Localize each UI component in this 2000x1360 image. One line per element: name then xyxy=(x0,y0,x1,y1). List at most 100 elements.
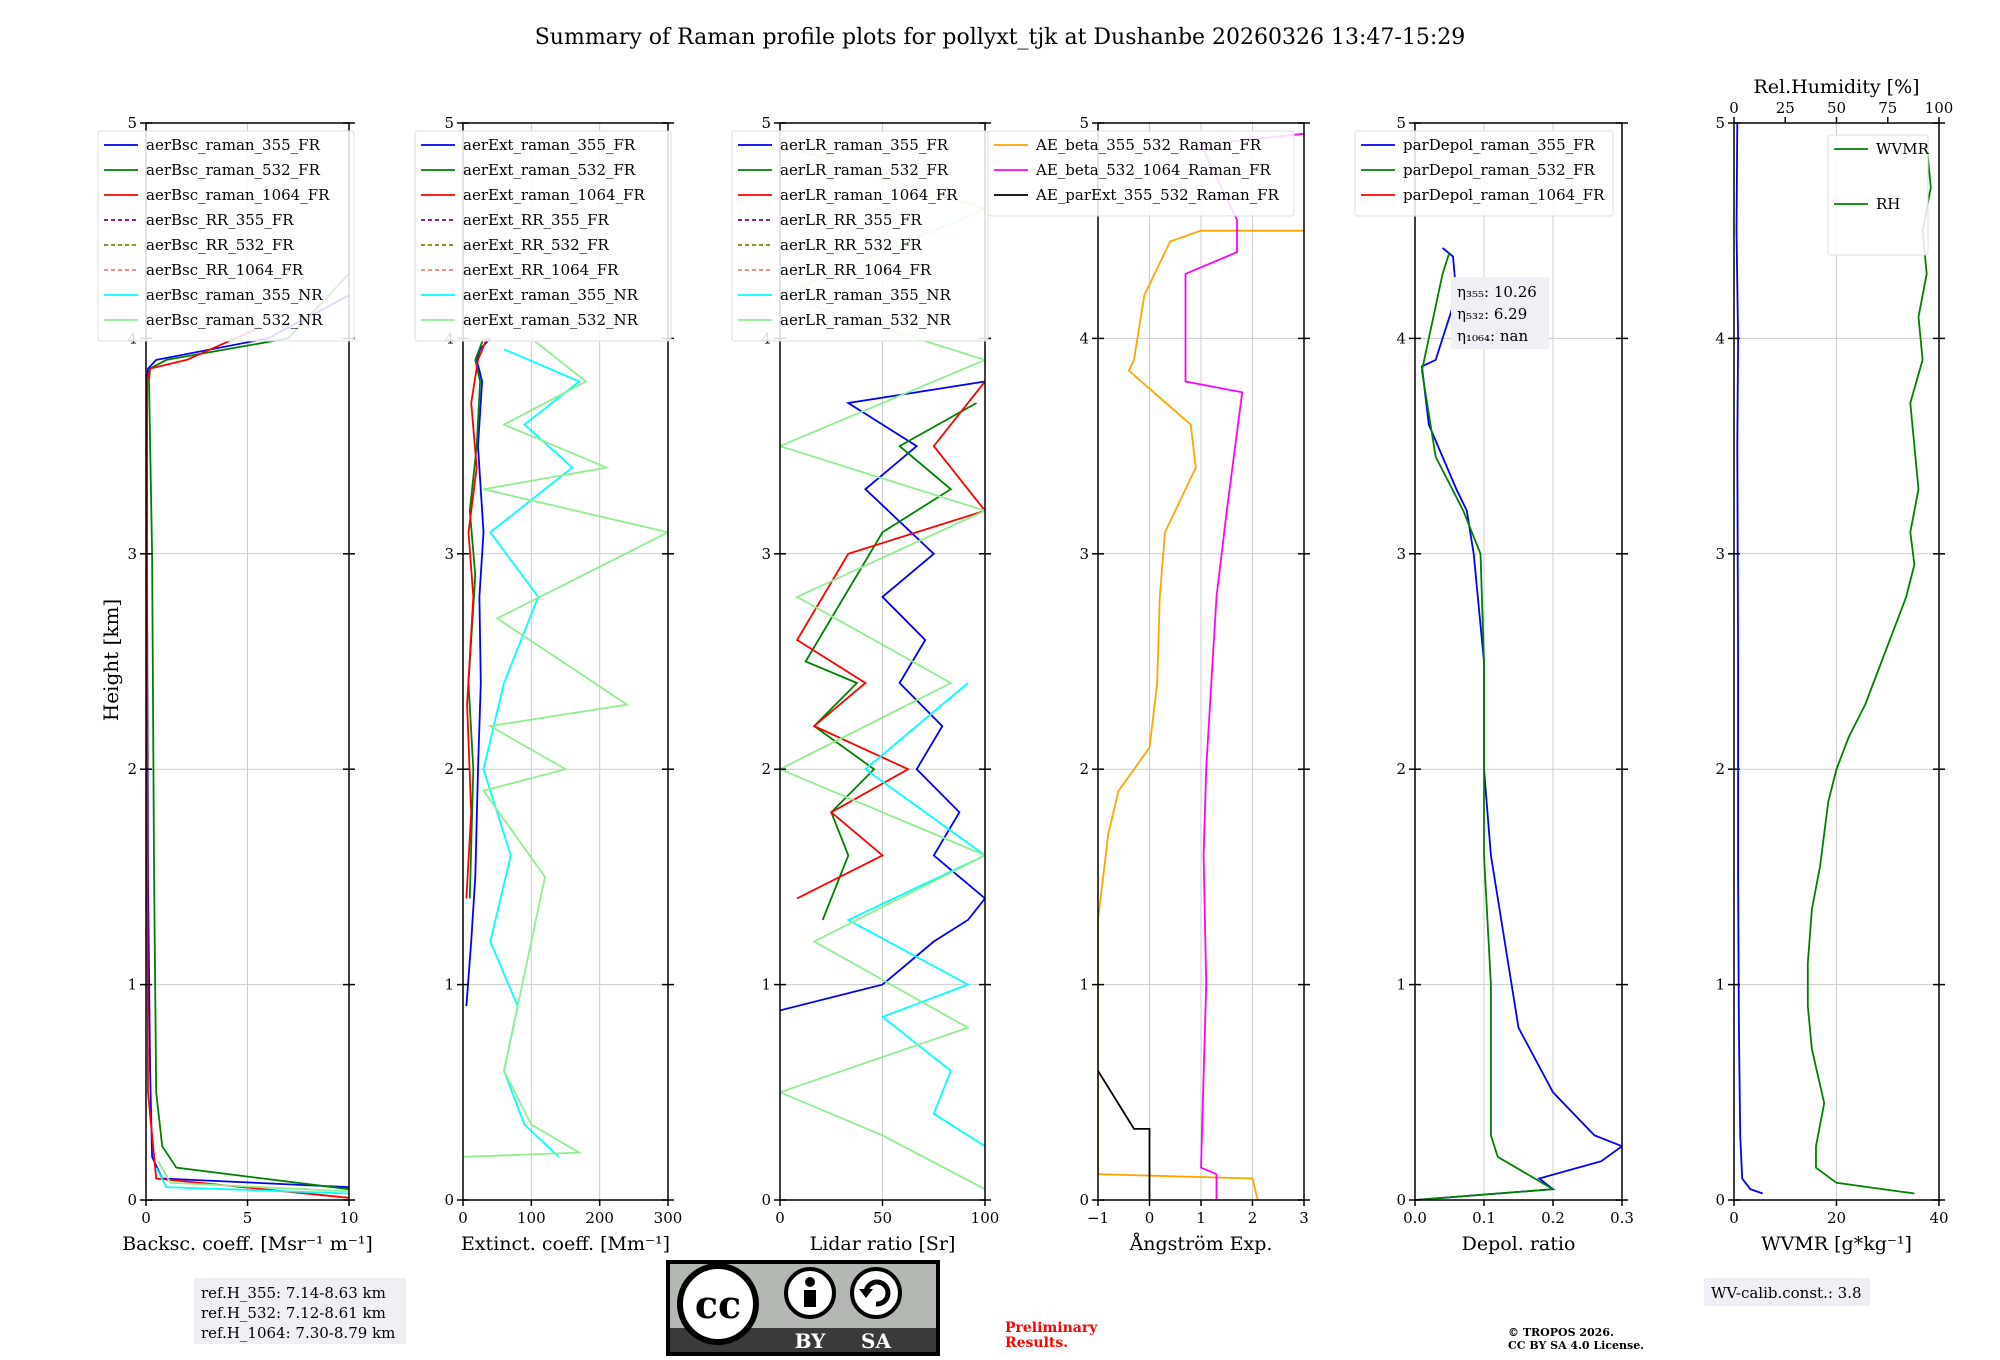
x-tick-label: −1 xyxy=(1087,1209,1109,1227)
top-x-tick-label: 75 xyxy=(1878,99,1897,117)
y-tick-label: 4 xyxy=(1079,329,1089,347)
y-tick-label: 2 xyxy=(127,760,137,778)
legend-entry: aerLR_raman_355_FR xyxy=(780,136,949,154)
series-aerBsc_raman_532_NR xyxy=(157,1160,349,1193)
x-tick-label: 2 xyxy=(1248,1209,1258,1227)
top-x-tick-label: 100 xyxy=(1925,99,1954,117)
ref-height-1064: ref.H_1064: 7.30-8.79 km xyxy=(201,1324,395,1342)
share-alike-icon-arrow xyxy=(863,1279,891,1307)
legend-entry: RH xyxy=(1876,195,1900,213)
series-parDepol_raman_532_FR xyxy=(1415,251,1556,1200)
y-tick-label: 0 xyxy=(1396,1191,1406,1209)
y-tick-label: 5 xyxy=(1396,114,1406,132)
x-tick-label: 100 xyxy=(971,1209,1000,1227)
x-tick-label: 0 xyxy=(141,1209,151,1227)
y-tick-label: 2 xyxy=(1715,760,1725,778)
y-tick-label: 1 xyxy=(1396,976,1406,994)
wv-calib-box-background xyxy=(1704,1278,1870,1306)
legend-entry: AE_beta_532_1064_Raman_FR xyxy=(1035,161,1271,179)
y-tick-label: 3 xyxy=(444,545,454,563)
x-axis-label: Depol. ratio xyxy=(1462,1233,1576,1255)
y-tick-label: 2 xyxy=(444,760,454,778)
legend-entry: aerLR_raman_1064_FR xyxy=(780,186,958,204)
ref-height-532: ref.H_532: 7.12-8.61 km xyxy=(201,1304,386,1322)
cc-logo-icon xyxy=(677,1263,759,1345)
series-parDepol_raman_355_FR xyxy=(1415,247,1622,1200)
preliminary-results-line1: Preliminary xyxy=(1005,1320,1098,1336)
x-axis-label: Ångström Exp. xyxy=(1129,1233,1273,1255)
x-axis-label: Backsc. coeff. [Msr⁻¹ m⁻¹] xyxy=(122,1233,373,1255)
x-tick-label: 0 xyxy=(1729,1209,1739,1227)
top-x-tick-label: 0 xyxy=(1729,99,1739,117)
legend-entry: parDepol_raman_355_FR xyxy=(1403,136,1596,154)
legend-entry: aerExt_raman_355_FR xyxy=(463,136,636,154)
series-aerLR_raman_355_FR xyxy=(780,380,985,1012)
legend-entry: aerBsc_raman_532_FR xyxy=(146,161,321,179)
y-tick-label: 3 xyxy=(761,545,771,563)
legend-entry: aerExt_raman_532_NR xyxy=(463,311,639,329)
eta-annotation: η₁₀₆₄: nan xyxy=(1457,327,1528,345)
series-group xyxy=(780,143,985,1190)
legend-entry: aerExt_raman_355_NR xyxy=(463,286,639,304)
x-tick-label: 200 xyxy=(585,1209,614,1227)
legend-box xyxy=(1827,134,1929,256)
series-aerExt_raman_532_NR xyxy=(463,337,668,1158)
ref-height-355: ref.H_355: 7.14-8.63 km xyxy=(201,1284,386,1302)
legend-box xyxy=(1354,130,1614,217)
ref-height-box: ref.H_355: 7.14-8.63 km ref.H_532: 7.12-… xyxy=(194,1278,406,1344)
x-tick-label: 0 xyxy=(1145,1209,1155,1227)
top-x-tick-label: 25 xyxy=(1776,99,1795,117)
x-tick-label: 10 xyxy=(339,1209,358,1227)
eta-annotation-box xyxy=(1451,277,1549,349)
x-tick-label: 3 xyxy=(1299,1209,1309,1227)
y-tick-label: 5 xyxy=(1715,114,1725,132)
panel-5: 0 1 2 3 4 5 0.0 0.1 0.2 0.3 Depol. ratio parDepol_r… xyxy=(1354,114,1634,1255)
x-axis-label: Extinct. coeff. [Mm⁻¹] xyxy=(461,1233,670,1255)
ref-height-box-background xyxy=(194,1278,406,1344)
eta-annotation: η₃₅₅: 10.26 xyxy=(1457,283,1537,301)
legend-entry: aerExt_raman_532_FR xyxy=(463,161,636,179)
attribution-icon-head xyxy=(805,1277,815,1287)
preliminary-results-line2: Results. xyxy=(1005,1335,1068,1351)
legend-entry: aerBsc_raman_532_NR xyxy=(146,311,323,329)
x-tick-label: 100 xyxy=(517,1209,546,1227)
sa-label: SA xyxy=(861,1329,891,1353)
y-tick-label: 4 xyxy=(1715,329,1725,347)
y-axis-label: Height [km] xyxy=(99,599,123,721)
series-group xyxy=(146,273,349,1199)
y-tick-label: 0 xyxy=(761,1191,771,1209)
attribution-icon-body xyxy=(804,1290,816,1307)
legend-box xyxy=(987,130,1295,217)
y-tick-label: 2 xyxy=(761,760,771,778)
y-tick-label: 0 xyxy=(444,1191,454,1209)
legend-entry: aerBsc_RR_532_FR xyxy=(146,236,294,254)
series-AE_beta_355_532_Raman_FR xyxy=(1098,229,1304,1200)
series-aerLR_raman_532_FR xyxy=(804,402,977,921)
x-axis-label: Lidar ratio [Sr] xyxy=(810,1233,956,1255)
legend-entry: aerExt_RR_1064_FR xyxy=(463,261,619,279)
legend-entry: aerLR_raman_532_NR xyxy=(780,311,951,329)
legend-entry: aerBsc_raman_1064_FR xyxy=(146,186,330,204)
series-AE_parExt_355_532_Raman_FR xyxy=(1098,1070,1151,1200)
legend-entry: parDepol_raman_532_FR xyxy=(1403,161,1596,179)
legend-box xyxy=(731,130,989,342)
wv-calib-box: WV-calib.const.: 3.8 xyxy=(1704,1278,1870,1306)
legend-entry: WVMR xyxy=(1876,140,1930,158)
y-tick-label: 1 xyxy=(1079,976,1089,994)
series-aerBsc_raman_1064_FR xyxy=(146,326,349,1199)
series-group xyxy=(1098,132,1304,1200)
x-tick-label: 0.3 xyxy=(1610,1209,1634,1227)
series-group xyxy=(1415,247,1622,1200)
x-tick-label: 0 xyxy=(458,1209,468,1227)
series-aerExt_raman_1064_FR xyxy=(465,338,488,899)
y-tick-label: 5 xyxy=(1079,114,1089,132)
y-tick-label: 1 xyxy=(761,976,771,994)
x-tick-label: 20 xyxy=(1827,1209,1846,1227)
legend-entry: AE_parExt_355_532_Raman_FR xyxy=(1035,186,1280,204)
legend-entry: aerExt_raman_1064_FR xyxy=(463,186,645,204)
eta-annotation: η₅₃₂: 6.29 xyxy=(1457,305,1527,323)
y-tick-label: 5 xyxy=(127,114,137,132)
legend-entry: AE_beta_355_532_Raman_FR xyxy=(1035,136,1262,154)
